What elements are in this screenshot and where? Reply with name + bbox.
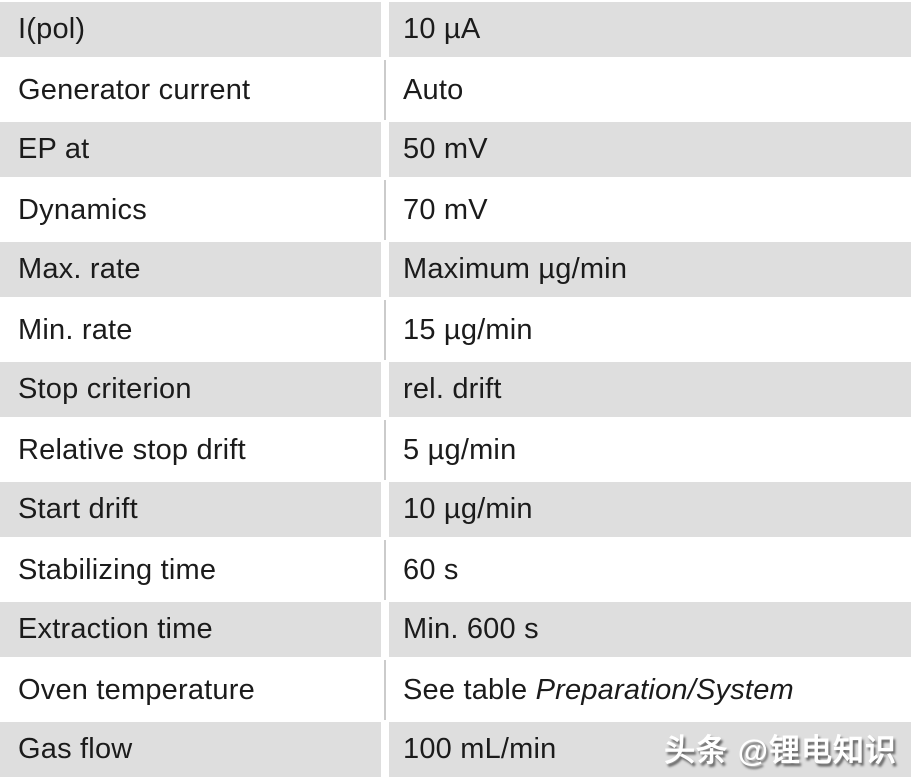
table-row: Stabilizing time 60 s [0,540,911,600]
row-value-italic: Preparation/System [535,673,794,706]
column-divider [381,420,389,480]
column-divider [381,362,389,417]
row-value-text: 15 µg/min [403,313,533,346]
row-value: Min. 600 s [389,613,911,646]
column-divider [381,722,389,777]
row-value: 100 mL/min [389,733,911,766]
table-row: Extraction time Min. 600 s [0,600,911,660]
row-value-text: Min. 600 s [403,613,539,645]
row-value: 10 µA [389,13,911,46]
row-label: I(pol) [18,13,86,45]
row-label: Stop criterion [18,373,192,405]
table-row: Oven temperature See table Preparation/S… [0,660,911,720]
row-label: EP at [18,133,90,165]
row-value: 15 µg/min [389,314,911,347]
column-divider [381,2,389,57]
column-divider [381,60,389,120]
row-value: 10 µg/min [389,493,911,526]
table-row: Start drift 10 µg/min [0,480,911,540]
row-value: Auto [389,74,911,107]
row-value-text: 70 mV [403,193,488,226]
table-row: Generator current Auto [0,60,911,120]
column-divider [381,122,389,177]
table-row: Stop criterion rel. drift [0,360,911,420]
row-label: Dynamics [18,193,147,226]
row-value: See table Preparation/System [389,674,911,707]
row-value-text: Maximum µg/min [403,253,628,285]
row-label: Oven temperature [18,673,255,706]
row-label: Start drift [18,493,138,525]
row-value-text: 60 s [403,553,459,586]
table-row: I(pol) 10 µA [0,0,911,60]
row-value-text: Auto [403,73,464,106]
watermark: 头条 @锂电知识 [664,733,897,768]
column-divider [381,300,389,360]
column-divider [381,660,389,720]
row-label: Gas flow [18,733,133,765]
column-divider [381,482,389,537]
table-row: Relative stop drift 5 µg/min [0,420,911,480]
row-value: 50 mV [389,133,911,166]
row-value: 5 µg/min [389,434,911,467]
row-label: Min. rate [18,313,133,346]
row-value: Maximum µg/min [389,253,911,286]
row-value-text: 100 mL/min [403,733,557,765]
table-row: Dynamics 70 mV [0,180,911,240]
row-value-text: 10 µA [403,13,481,45]
row-value-text: rel. drift [403,373,502,405]
row-value-text: 10 µg/min [403,493,533,525]
row-value-text: 5 µg/min [403,433,517,466]
column-divider [381,602,389,657]
column-divider [381,242,389,297]
row-label: Stabilizing time [18,553,217,586]
column-divider [381,540,389,600]
column-divider [381,180,389,240]
table-row: Max. rate Maximum µg/min [0,240,911,300]
row-value: 60 s [389,554,911,587]
table-row: EP at 50 mV [0,120,911,180]
row-value-text: 50 mV [403,133,488,165]
row-value: rel. drift [389,373,911,406]
row-label: Generator current [18,73,251,106]
table-row: Gas flow 100 mL/min [0,720,911,780]
row-value: 70 mV [389,194,911,227]
row-label: Relative stop drift [18,433,246,466]
table-row: Min. rate 15 µg/min [0,300,911,360]
row-label: Extraction time [18,613,213,645]
row-value-text: See table [403,673,536,706]
row-label: Max. rate [18,253,141,285]
